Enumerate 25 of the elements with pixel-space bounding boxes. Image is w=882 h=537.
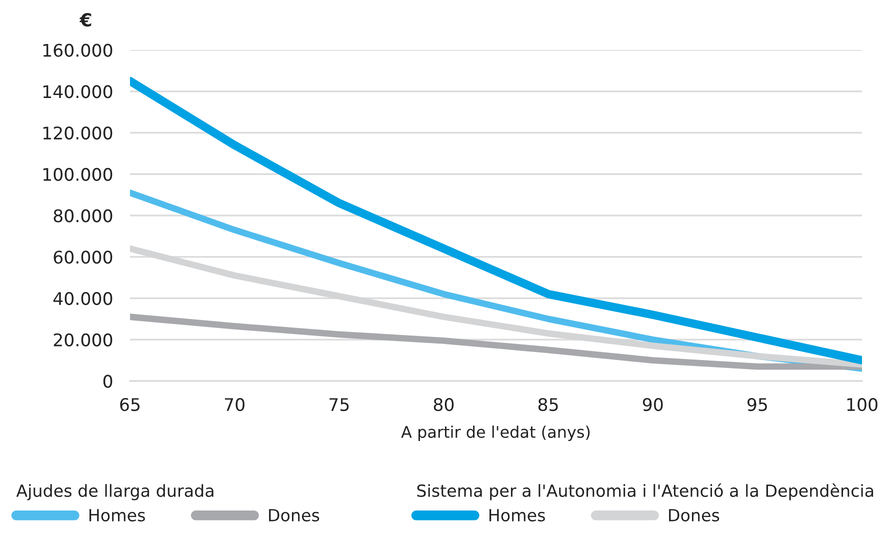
x-tick-label: 70 xyxy=(224,398,244,412)
x-axis-title: A partir de l'edat (anys) xyxy=(401,426,590,442)
y-tick-label: 160.000 xyxy=(43,44,112,57)
y-tick-label: 100.000 xyxy=(43,168,112,181)
x-tick-label: 80 xyxy=(434,398,454,412)
x-tick-label: 65 xyxy=(120,398,140,412)
legend-label: Homes xyxy=(489,509,545,522)
legend-label: Dones xyxy=(269,509,320,522)
y-tick-label: 20.000 xyxy=(54,333,112,346)
legend-label: Homes xyxy=(89,509,145,522)
legend-label: Dones xyxy=(669,509,720,522)
x-tick-label: 90 xyxy=(642,398,663,412)
y-axis-title: € xyxy=(79,12,92,27)
x-tick-label: 85 xyxy=(538,398,558,412)
y-tick-label: 60.000 xyxy=(54,250,112,264)
y-tick-label: 140.000 xyxy=(43,85,112,98)
y-tick-label: 80.000 xyxy=(54,209,112,222)
y-tick-label: 0 xyxy=(103,374,112,388)
x-tick-label: 100 xyxy=(847,398,878,412)
y-tick-label: 40.000 xyxy=(53,292,112,306)
x-tick-label: 95 xyxy=(747,398,767,412)
x-tick-label: 75 xyxy=(330,398,349,412)
text: Sistema per a l'Autonomia i l'Atenció a la Dependència xyxy=(417,483,874,500)
y-tick-label: 120.000 xyxy=(43,126,112,140)
text: Ajudes de llarga durada xyxy=(16,484,214,500)
